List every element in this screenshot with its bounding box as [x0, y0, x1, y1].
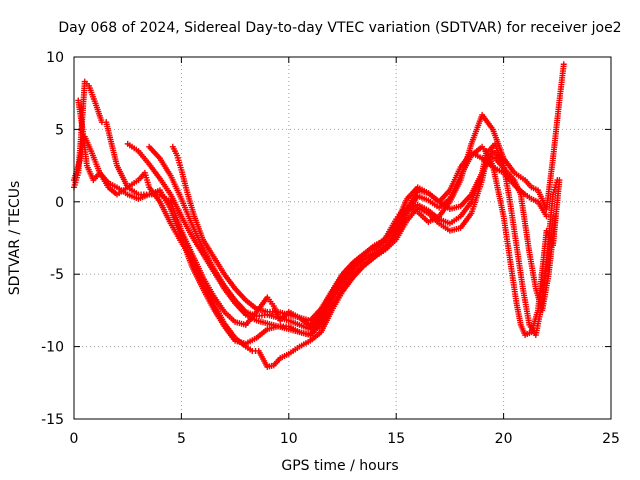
- grid-lines: [74, 57, 611, 419]
- y-tick-label: 5: [55, 122, 64, 138]
- y-tick-label: -5: [50, 267, 64, 283]
- series-track-f: [169, 143, 507, 324]
- data-point: [552, 213, 559, 220]
- data-point: [500, 158, 507, 165]
- y-tick-label: 10: [46, 50, 64, 66]
- x-tick-label: 20: [495, 431, 513, 447]
- plot-frame: [73, 56, 612, 420]
- x-axis-label: GPS time / hours: [281, 458, 398, 474]
- x-tick-label: 25: [602, 431, 620, 447]
- data-marks: [71, 61, 567, 370]
- axis-tick-labels: 0 5 10 15 20 25 10 5 0 -5 -10 -15: [41, 50, 620, 447]
- chart-title: Day 068 of 2024, Sidereal Day-to-day VTE…: [58, 20, 621, 36]
- y-tick-label: 0: [55, 195, 64, 211]
- data-point: [554, 177, 561, 184]
- data-point: [560, 61, 567, 68]
- x-tick-label: 15: [387, 431, 405, 447]
- axis-ticks: [73, 56, 612, 420]
- y-axis-label: SDTVAR / TECUs: [7, 181, 23, 296]
- data-point: [543, 213, 550, 220]
- series-track-d: [124, 140, 559, 339]
- x-tick-label: 10: [280, 431, 298, 447]
- series-track-e: [146, 143, 550, 333]
- x-tick-label: 0: [70, 431, 79, 447]
- y-tick-label: -15: [41, 412, 64, 428]
- x-tick-label: 5: [177, 431, 186, 447]
- y-tick-label: -10: [41, 340, 64, 356]
